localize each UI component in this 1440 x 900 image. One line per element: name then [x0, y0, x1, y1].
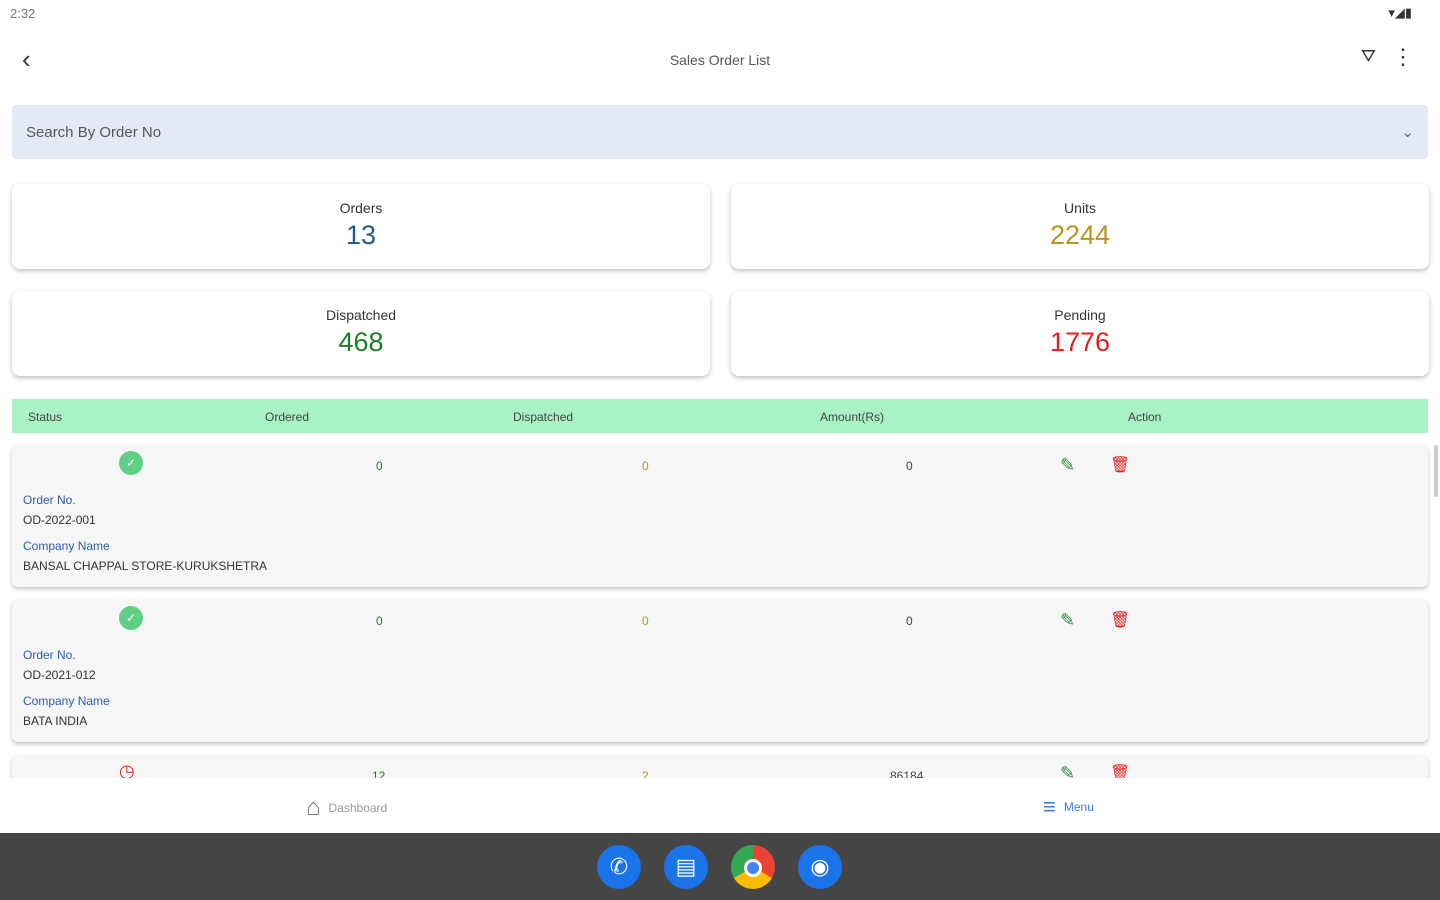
orders-label: Orders [339, 200, 383, 216]
page-title: Sales Order List [669, 52, 771, 68]
scrollbar[interactable] [1434, 445, 1438, 497]
nav-menu[interactable]: ≡ Menu [1043, 794, 1094, 820]
nav-dashboard-label: Dashboard [328, 801, 388, 815]
dispatched-value: 0 [642, 614, 649, 628]
units-label: Units [1064, 200, 1096, 216]
dispatched-value: 2 [642, 769, 649, 783]
units-card: Units 2244 [731, 184, 1429, 269]
system-dock: ✆ ▤ ◉ [0, 833, 1440, 900]
table-row[interactable]: ✓ 0 0 0 ✎ 🗑 Order No. OD-2021-012 Compan… [12, 600, 1428, 742]
status-time: 2:32 [10, 6, 36, 21]
order-no-value: OD-2022-001 [23, 513, 96, 527]
dispatched-card: Dispatched 468 [12, 291, 710, 376]
amount-value: 0 [906, 459, 913, 473]
status-complete-icon: ✓ [119, 606, 143, 630]
dispatched-value: 0 [642, 459, 649, 473]
delete-icon[interactable]: 🗑 [1110, 457, 1131, 474]
order-no-label: Order No. [23, 648, 76, 662]
chevron-down-icon: ⌄ [1401, 124, 1414, 141]
system-status-icons: ▾◢▮ [1388, 5, 1412, 20]
more-options-icon[interactable]: ⋮ [1392, 44, 1414, 69]
edit-icon[interactable]: ✎ [1060, 610, 1076, 630]
delete-icon[interactable]: 🗑 [1110, 612, 1131, 629]
header-amount: Amount(Rs) [820, 410, 885, 424]
nav-dashboard[interactable]: ⌂ Dashboard [306, 794, 387, 822]
dispatched-value: 468 [338, 327, 384, 357]
table-header: Status Ordered Dispatched Amount(Rs) Act… [12, 399, 1428, 433]
back-icon[interactable]: ‹ [22, 44, 31, 74]
pending-value: 1776 [1049, 327, 1111, 357]
delete-icon[interactable]: 🗑 [1110, 765, 1131, 782]
header-status: Status [28, 410, 63, 424]
company-name-label: Company Name [23, 539, 110, 553]
header-ordered: Ordered [265, 410, 310, 424]
header-dispatched: Dispatched [513, 410, 574, 424]
status-pending-icon: ◷ [119, 761, 135, 781]
status-complete-icon: ✓ [119, 451, 143, 475]
home-icon: ⌂ [306, 794, 321, 821]
order-no-value: OD-2021-012 [23, 668, 96, 682]
app-bar: ‹ Sales Order List ⛛ ⋮ [0, 40, 1440, 80]
header-action: Action [1128, 410, 1162, 424]
units-value: 2244 [1049, 220, 1111, 250]
nav-menu-label: Menu [1063, 800, 1094, 814]
orders-card: Orders 13 [12, 184, 710, 269]
amount-value: 0 [906, 614, 913, 628]
order-no-label: Order No. [23, 493, 76, 507]
camera-icon[interactable]: ◉ [798, 845, 842, 889]
ordered-value: 0 [376, 614, 383, 628]
table-row[interactable]: ✓ 0 0 0 ✎ 🗑 Order No. OD-2022-001 Compan… [12, 445, 1428, 587]
menu-icon: ≡ [1043, 794, 1056, 819]
bottom-navigation: ⌂ Dashboard ≡ Menu [0, 778, 1440, 833]
messages-icon[interactable]: ▤ [664, 845, 708, 889]
chrome-icon[interactable] [731, 845, 775, 889]
edit-icon[interactable]: ✎ [1060, 455, 1076, 475]
company-name-value: BANSAL CHAPPAL STORE-KURUKSHETRA [23, 559, 268, 573]
orders-value: 13 [345, 220, 377, 250]
ordered-value: 0 [376, 459, 383, 473]
search-dropdown[interactable]: Search By Order No ⌄ [12, 105, 1428, 159]
company-name-value: BATA INDIA [23, 714, 88, 728]
phone-icon[interactable]: ✆ [597, 845, 641, 889]
filter-icon[interactable]: ⛛ [1360, 46, 1376, 66]
pending-card: Pending 1776 [731, 291, 1429, 376]
dispatched-label: Dispatched [325, 307, 397, 323]
search-placeholder: Search By Order No [26, 123, 162, 141]
company-name-label: Company Name [23, 694, 110, 708]
pending-label: Pending [1054, 307, 1106, 323]
